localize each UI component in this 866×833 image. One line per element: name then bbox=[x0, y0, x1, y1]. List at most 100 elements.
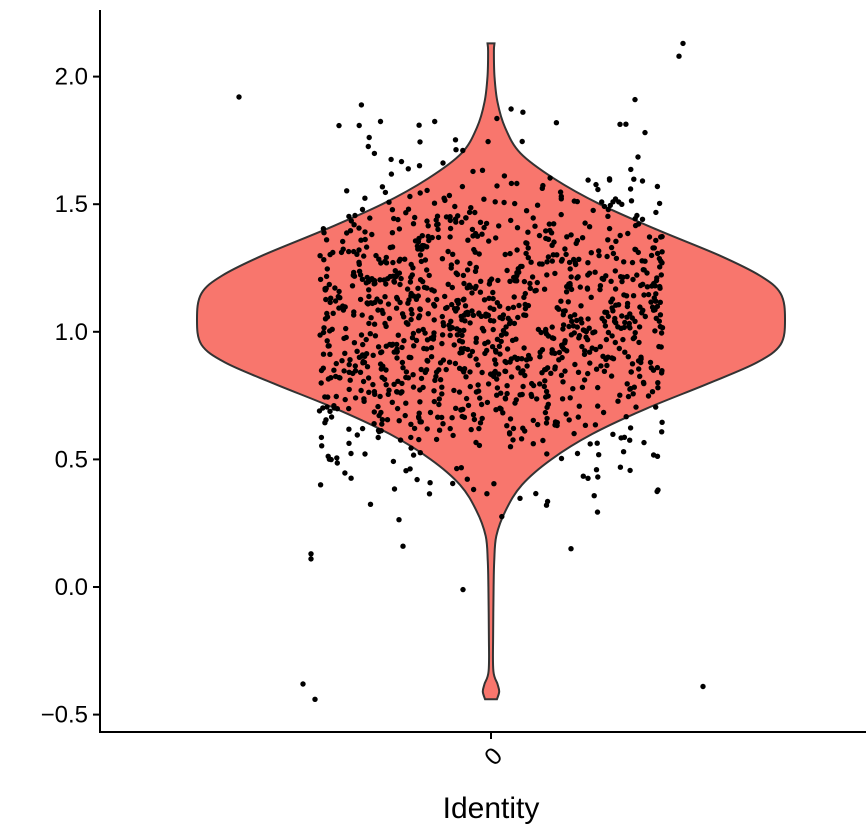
data-point bbox=[568, 546, 574, 552]
data-point bbox=[344, 230, 350, 236]
data-point bbox=[375, 427, 382, 434]
data-point bbox=[389, 244, 396, 250]
data-point bbox=[547, 227, 553, 234]
data-point bbox=[459, 183, 466, 190]
data-point bbox=[460, 147, 466, 154]
data-point bbox=[573, 261, 579, 268]
data-point bbox=[612, 315, 618, 322]
data-point bbox=[453, 270, 459, 276]
data-point bbox=[336, 305, 342, 311]
data-point bbox=[454, 332, 461, 338]
data-point bbox=[375, 403, 381, 410]
data-point bbox=[566, 417, 572, 423]
data-point bbox=[321, 325, 327, 331]
data-point bbox=[507, 444, 514, 450]
data-point bbox=[395, 216, 401, 223]
data-point bbox=[390, 259, 396, 266]
data-point bbox=[403, 374, 409, 381]
data-point bbox=[627, 325, 633, 331]
data-point bbox=[236, 94, 242, 100]
data-point bbox=[383, 281, 389, 287]
data-point bbox=[659, 368, 665, 374]
data-point bbox=[386, 199, 392, 205]
data-point bbox=[552, 270, 558, 277]
data-point bbox=[362, 229, 368, 235]
data-point bbox=[325, 343, 331, 349]
data-point bbox=[605, 354, 611, 360]
y-tick-label: 2.0 bbox=[55, 64, 88, 91]
data-point bbox=[405, 321, 411, 327]
data-point bbox=[391, 381, 397, 387]
data-point bbox=[436, 401, 442, 408]
data-point bbox=[379, 417, 386, 423]
data-point bbox=[360, 378, 367, 385]
data-point bbox=[657, 312, 664, 318]
data-point bbox=[575, 369, 582, 375]
data-point bbox=[634, 272, 640, 278]
data-point bbox=[507, 278, 513, 284]
data-point bbox=[351, 222, 357, 228]
data-point bbox=[369, 300, 376, 307]
data-point bbox=[418, 375, 425, 382]
data-point bbox=[570, 323, 577, 329]
data-point bbox=[356, 268, 363, 274]
data-point bbox=[558, 455, 565, 462]
data-point bbox=[321, 257, 327, 263]
data-point bbox=[463, 215, 469, 221]
data-point bbox=[363, 244, 370, 250]
data-point bbox=[459, 413, 465, 420]
data-point bbox=[654, 275, 660, 281]
data-point bbox=[560, 326, 566, 332]
data-point bbox=[372, 333, 379, 339]
data-point bbox=[410, 330, 417, 337]
data-point bbox=[451, 342, 457, 348]
data-point bbox=[650, 245, 656, 251]
data-point bbox=[435, 234, 442, 241]
data-point bbox=[470, 233, 476, 239]
data-point bbox=[544, 259, 550, 265]
data-point bbox=[359, 425, 366, 432]
data-point bbox=[567, 314, 574, 320]
data-point bbox=[391, 215, 397, 222]
data-point bbox=[624, 300, 631, 307]
data-point bbox=[364, 274, 370, 281]
data-point bbox=[407, 466, 413, 472]
data-point bbox=[523, 357, 530, 363]
data-point bbox=[399, 344, 405, 351]
data-point bbox=[343, 325, 349, 332]
data-point bbox=[366, 287, 372, 293]
data-point bbox=[623, 414, 629, 420]
data-point bbox=[334, 455, 340, 461]
data-point bbox=[377, 361, 384, 367]
data-point bbox=[518, 436, 525, 442]
data-point bbox=[436, 367, 442, 373]
data-point bbox=[608, 373, 615, 379]
data-point bbox=[385, 391, 391, 397]
data-point bbox=[416, 235, 422, 242]
data-point bbox=[366, 320, 372, 327]
data-point bbox=[562, 368, 568, 374]
data-point bbox=[384, 276, 391, 282]
data-point bbox=[645, 291, 652, 298]
data-point bbox=[460, 272, 467, 279]
data-point bbox=[420, 326, 426, 333]
data-point bbox=[636, 339, 642, 346]
data-point bbox=[402, 256, 408, 262]
data-point bbox=[494, 300, 500, 306]
data-point bbox=[397, 437, 404, 443]
data-point bbox=[585, 177, 591, 183]
data-point bbox=[655, 385, 661, 391]
data-point bbox=[659, 429, 665, 435]
data-point bbox=[627, 311, 633, 317]
data-point bbox=[453, 405, 459, 411]
data-point bbox=[479, 369, 485, 376]
data-point bbox=[511, 274, 517, 281]
data-point bbox=[488, 276, 495, 282]
data-point bbox=[330, 310, 336, 316]
data-point bbox=[572, 361, 578, 368]
data-point bbox=[440, 322, 447, 329]
data-point bbox=[619, 278, 625, 285]
data-point bbox=[394, 405, 401, 412]
data-point bbox=[389, 399, 395, 405]
data-point bbox=[628, 198, 635, 204]
